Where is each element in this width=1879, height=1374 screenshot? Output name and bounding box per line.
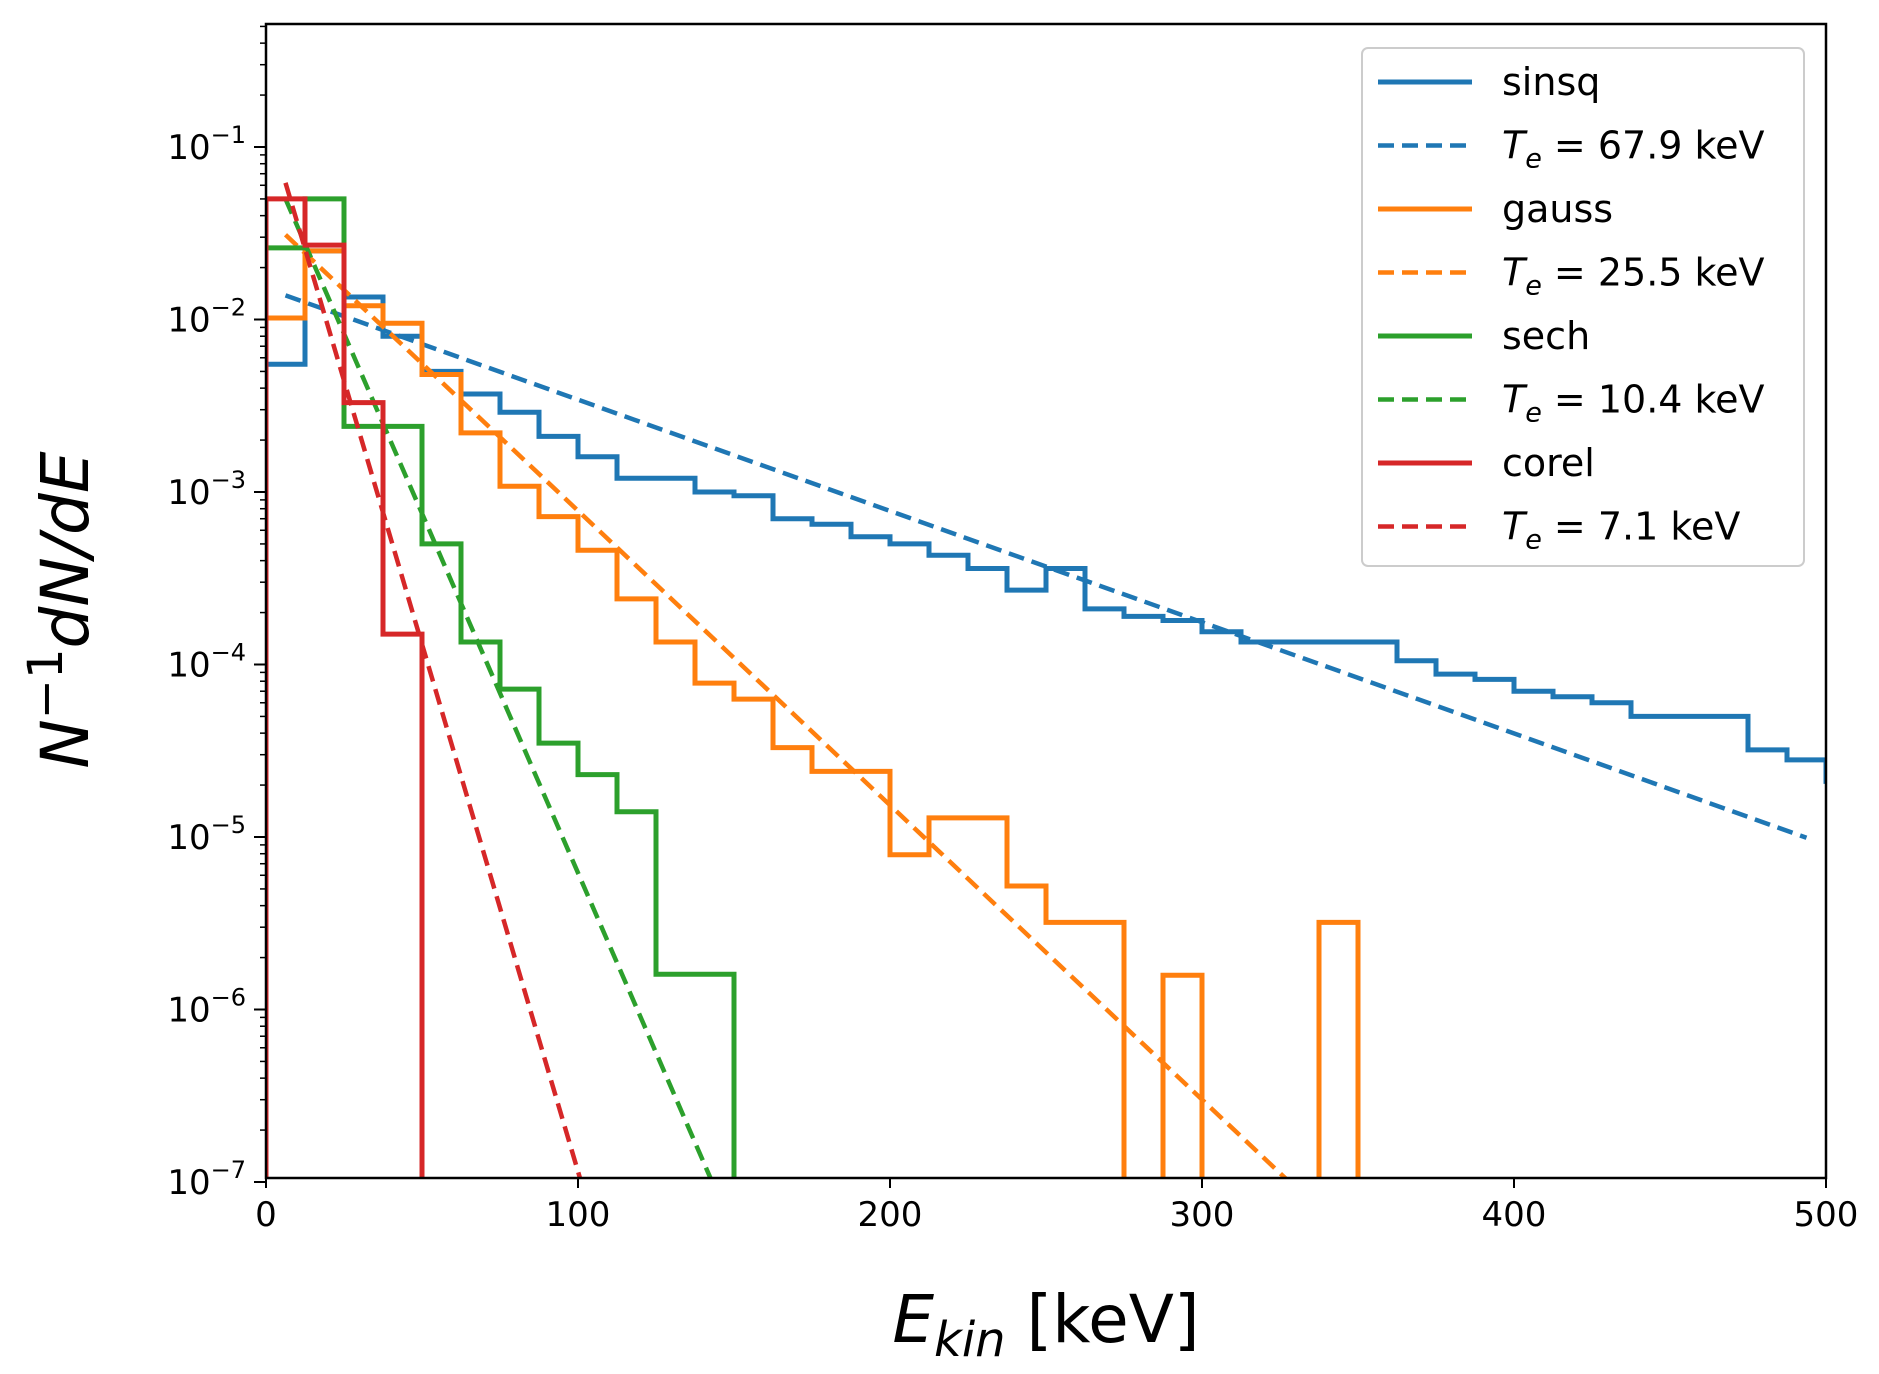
legend-label: Te = 7.1 keV xyxy=(1502,505,1740,556)
x-axis-label-unit: [keV] xyxy=(1006,1281,1200,1358)
y-axis-label-exp: −1 xyxy=(18,648,74,719)
y-tick-label: 10−7 xyxy=(167,1156,246,1203)
legend-label: Te = 25.5 keV xyxy=(1502,251,1765,302)
legend-entry: Te = 25.5 keV xyxy=(1378,251,1765,302)
legend-label: gauss xyxy=(1502,187,1613,231)
axis-layer: 0 100 200 300 400 500 10−7 10−6 10−5 10−4 10−3 10−2… xyxy=(167,25,1859,1235)
x-tick-label: 100 xyxy=(546,1195,611,1235)
legend-frame xyxy=(1361,47,1805,567)
series-fit-T_e = 67.9 keV xyxy=(284,293,1808,840)
series-fit-T_e = 7.1 keV xyxy=(283,182,583,1178)
x-tick-label: 200 xyxy=(858,1195,923,1235)
x-tick-label: 500 xyxy=(1794,1195,1859,1235)
y-axis-label-n: N xyxy=(27,719,104,768)
series-step-sech xyxy=(266,196,737,1178)
legend-entry: gauss xyxy=(1378,187,1613,231)
y-axis-label-rest: dN/dE xyxy=(27,451,104,648)
x-tick-label: 300 xyxy=(1170,1195,1235,1235)
y-axis-label: N−1dN/dE xyxy=(18,451,104,769)
y-tick-label: 10−5 xyxy=(167,811,246,858)
series-step-gauss xyxy=(266,248,1361,1178)
legend-entry: sinsq xyxy=(1378,60,1600,104)
legend-entry: Te = 67.9 keV xyxy=(1378,124,1765,175)
legend-entry: Te = 10.4 keV xyxy=(1378,378,1765,429)
y-tick-label: 10−6 xyxy=(167,984,246,1031)
y-tick-label: 10−3 xyxy=(167,466,246,513)
legend-entry: sech xyxy=(1378,314,1590,358)
legend: sinsq Te = 67.9 keV gauss Te = 25.5 keV sech… xyxy=(1361,47,1805,567)
x-tick-label: 400 xyxy=(1482,1195,1547,1235)
x-axis-label: Ekin [keV] xyxy=(892,1281,1199,1368)
legend-label: corel xyxy=(1502,441,1595,485)
legend-entry: Te = 7.1 keV xyxy=(1378,505,1740,556)
series-step-sinsq xyxy=(266,248,1826,1178)
x-tick-label: 0 xyxy=(255,1195,277,1235)
legend-label: Te = 67.9 keV xyxy=(1502,124,1765,175)
series-step-corel xyxy=(266,196,425,1178)
legend-entry: corel xyxy=(1378,441,1595,485)
y-tick-label: 10−1 xyxy=(167,121,246,168)
y-tick-label: 10−2 xyxy=(167,294,246,341)
x-axis-label-main: E xyxy=(892,1281,934,1358)
series-fit-T_e = 10.4 keV xyxy=(283,198,713,1178)
legend-label: Te = 10.4 keV xyxy=(1502,378,1765,429)
legend-label: sech xyxy=(1502,314,1590,358)
series-fit-T_e = 25.5 keV xyxy=(283,233,1289,1178)
legend-label: sinsq xyxy=(1502,60,1600,104)
plot-frame xyxy=(264,22,1828,1180)
series-layer xyxy=(266,182,1826,1178)
x-axis-label-sub: kin xyxy=(934,1312,1006,1368)
y-tick-label: 10−4 xyxy=(167,639,246,686)
